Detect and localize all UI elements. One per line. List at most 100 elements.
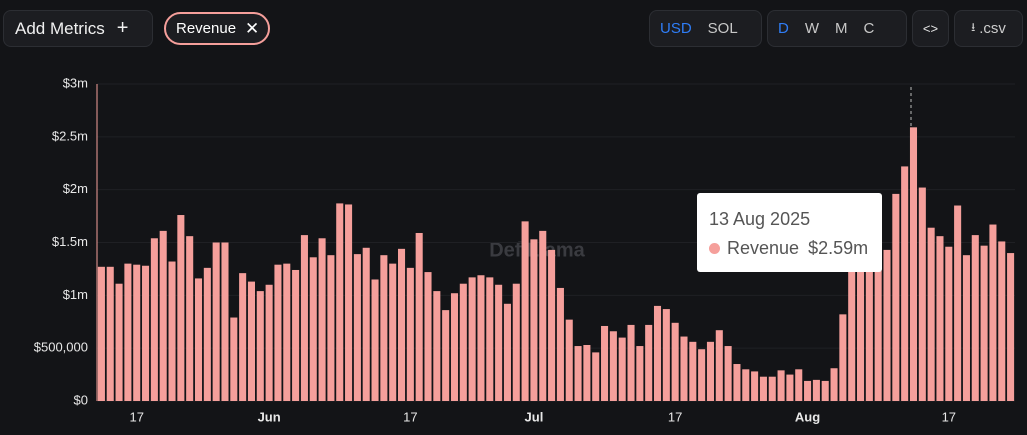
bar bbox=[565, 319, 573, 401]
bar bbox=[230, 317, 238, 401]
tooltip-series: Revenue bbox=[727, 238, 800, 258]
bar bbox=[901, 166, 909, 401]
bar bbox=[574, 346, 582, 401]
y-tick-label: $1.5m bbox=[52, 234, 88, 249]
bar bbox=[353, 254, 361, 401]
bar bbox=[265, 284, 273, 401]
bar bbox=[133, 264, 141, 401]
bar bbox=[812, 379, 820, 401]
bar bbox=[751, 371, 759, 401]
bar bbox=[777, 370, 785, 401]
period-option[interactable]: W bbox=[804, 20, 820, 37]
bar bbox=[821, 380, 829, 401]
bar bbox=[247, 281, 256, 401]
x-tick-label: Jul bbox=[525, 409, 544, 424]
bar bbox=[556, 287, 564, 401]
bar bbox=[415, 232, 423, 401]
bar bbox=[936, 236, 944, 401]
tooltip-date: 13 Aug 2025 bbox=[709, 209, 811, 229]
bar bbox=[194, 278, 203, 401]
bar bbox=[150, 238, 158, 401]
bar bbox=[159, 230, 167, 401]
bar bbox=[962, 255, 970, 401]
bar bbox=[680, 336, 688, 401]
bar bbox=[689, 341, 697, 401]
bar bbox=[327, 255, 335, 401]
bar bbox=[733, 364, 741, 401]
bar bbox=[706, 341, 715, 401]
bar bbox=[309, 257, 317, 401]
bar bbox=[124, 263, 132, 401]
period-option[interactable]: D bbox=[778, 20, 789, 37]
bar bbox=[495, 284, 503, 401]
bar bbox=[203, 267, 211, 401]
tooltip: 13 Aug 2025 Revenue $2.59m bbox=[697, 193, 882, 272]
bar bbox=[892, 193, 900, 401]
bar bbox=[512, 283, 520, 401]
bar bbox=[839, 314, 847, 401]
bar bbox=[442, 310, 450, 401]
bar bbox=[389, 263, 397, 401]
bar bbox=[671, 322, 679, 401]
bar bbox=[980, 245, 988, 401]
close-icon[interactable]: ✕ bbox=[245, 18, 260, 38]
bar bbox=[371, 279, 379, 401]
csv-label: .csv bbox=[979, 20, 1006, 37]
bar bbox=[300, 235, 308, 401]
bar bbox=[715, 330, 723, 401]
bar bbox=[883, 249, 891, 401]
bar bbox=[177, 215, 185, 401]
bar bbox=[336, 203, 344, 401]
currency-option[interactable]: SOL bbox=[707, 20, 738, 37]
bar bbox=[212, 242, 220, 401]
x-tick-label: 17 bbox=[668, 409, 682, 424]
bar bbox=[989, 224, 997, 401]
bar bbox=[142, 265, 150, 401]
bar bbox=[380, 255, 388, 401]
bar bbox=[256, 291, 264, 401]
bar bbox=[698, 349, 706, 401]
bar bbox=[653, 305, 662, 401]
embed-button[interactable]: <> bbox=[912, 10, 949, 47]
bar bbox=[468, 277, 476, 401]
bar bbox=[971, 235, 979, 401]
bar bbox=[503, 303, 511, 401]
bar bbox=[865, 260, 873, 401]
add-metrics-button[interactable]: Add Metrics + bbox=[3, 10, 153, 47]
bar bbox=[106, 266, 114, 401]
x-tick-label: 17 bbox=[129, 409, 143, 424]
bar bbox=[459, 283, 467, 401]
bar bbox=[927, 227, 935, 401]
bar bbox=[830, 368, 838, 401]
bar bbox=[645, 324, 653, 401]
bar bbox=[742, 369, 750, 401]
period-option[interactable]: M bbox=[835, 20, 848, 37]
bar bbox=[97, 266, 105, 401]
bar bbox=[186, 236, 194, 401]
bar bbox=[477, 275, 485, 401]
currency-toggle: USD SOL bbox=[649, 10, 762, 47]
bar bbox=[874, 263, 882, 401]
x-tick-label: Jun bbox=[258, 409, 281, 424]
period-option[interactable]: C bbox=[863, 20, 875, 37]
bar bbox=[362, 247, 370, 401]
bar bbox=[856, 258, 865, 401]
bar bbox=[239, 273, 247, 401]
csv-button[interactable]: ⭳ .csv bbox=[954, 10, 1023, 47]
currency-option[interactable]: USD bbox=[660, 20, 692, 37]
x-tick-label: Aug bbox=[795, 409, 820, 424]
bar bbox=[627, 324, 635, 401]
bar bbox=[786, 374, 794, 401]
bar bbox=[1007, 253, 1015, 401]
metric-pill[interactable]: Revenue ✕ bbox=[164, 12, 270, 45]
bar bbox=[168, 261, 176, 401]
tooltip-value: $2.59m bbox=[808, 238, 869, 258]
bar bbox=[450, 293, 459, 401]
bar bbox=[424, 272, 432, 401]
bar bbox=[759, 376, 767, 401]
x-tick-label: 17 bbox=[403, 409, 417, 424]
y-tick-label: $0 bbox=[74, 392, 88, 407]
bar bbox=[221, 242, 229, 401]
